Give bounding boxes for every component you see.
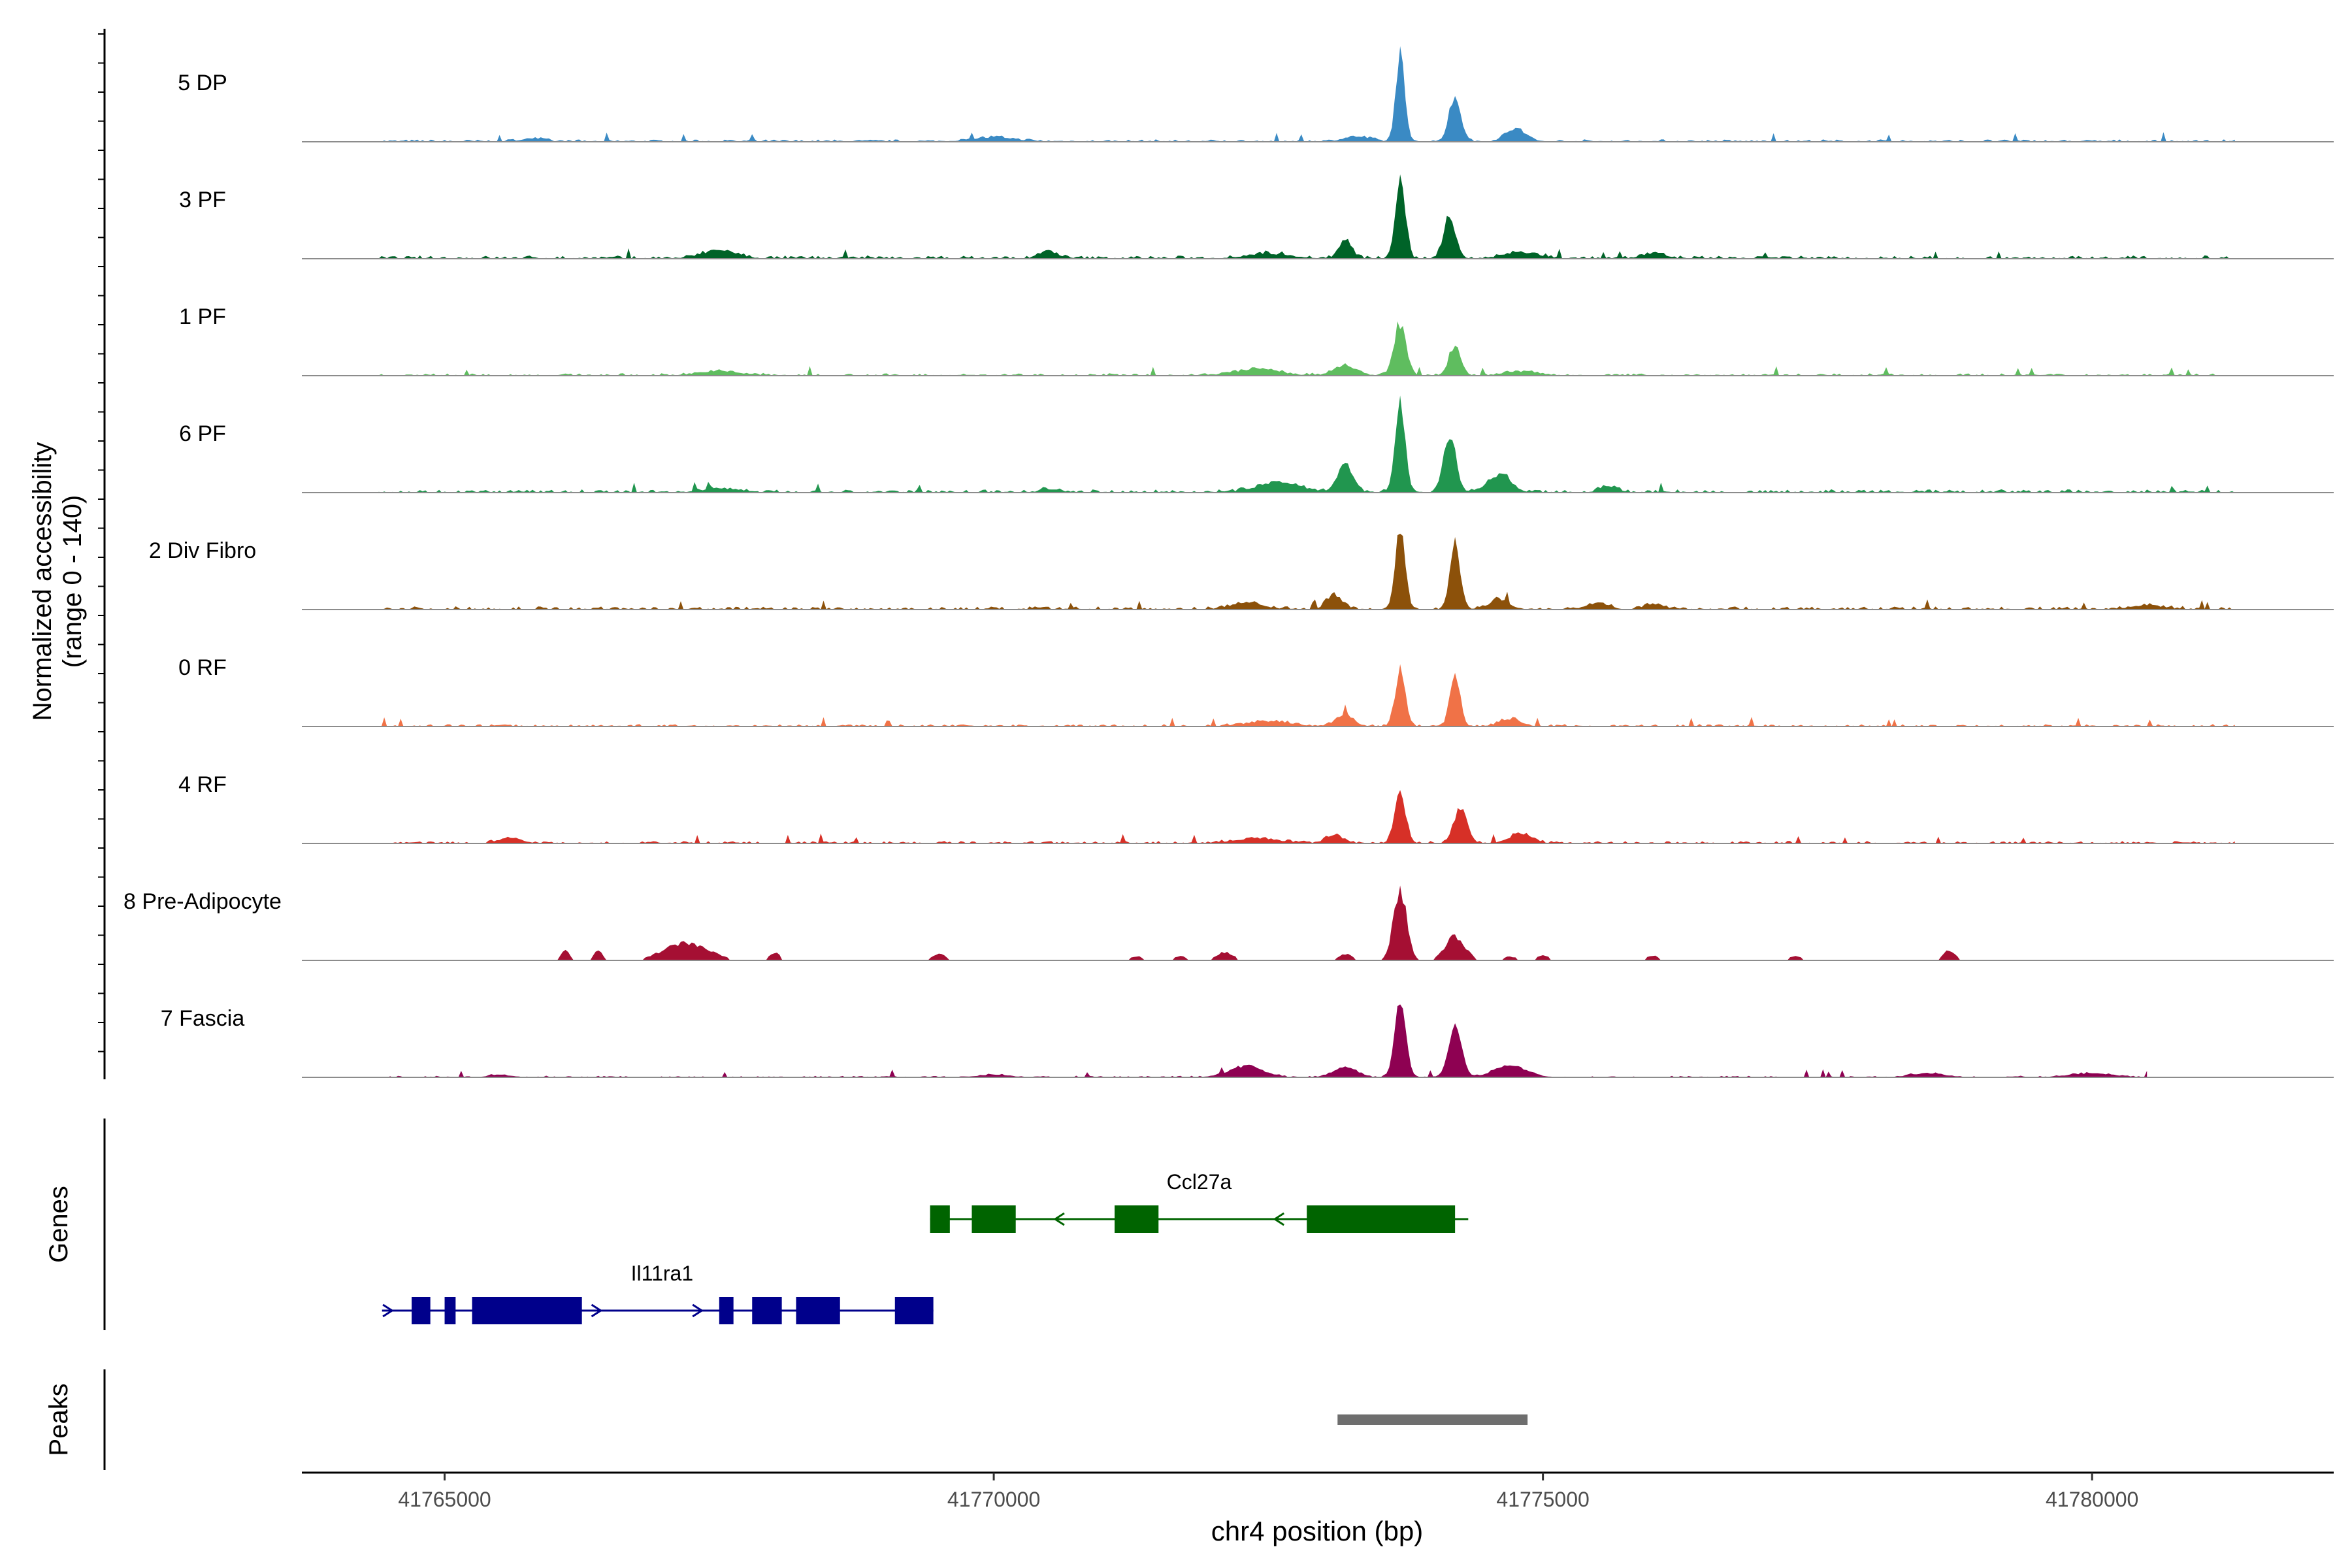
coverage-area [554, 885, 1972, 960]
track-4-rf: 4 RF [178, 772, 2334, 844]
track-1-pf: 1 PF [179, 304, 2334, 376]
gene-exon [796, 1297, 840, 1324]
strand-arrow [591, 1303, 603, 1318]
peak-regions [1337, 1414, 1528, 1425]
y-axis-label-line2: (range 0 - 140) [58, 495, 87, 668]
track-7-fascia: 7 Fascia [161, 1004, 2334, 1078]
gene-models: Ccl27a Il11ra1 [382, 1170, 1469, 1324]
track-0-rf: 0 RF [178, 655, 2334, 727]
track-label: 6 PF [179, 421, 226, 446]
x-tick-label: 41765000 [398, 1488, 491, 1511]
track-label: 2 Div Fibro [149, 538, 256, 563]
track-6-pf: 6 PF [179, 395, 2334, 493]
track-label: 0 RF [178, 655, 227, 680]
gene-exon [1115, 1205, 1159, 1233]
genes-track-label: Genes [44, 1186, 73, 1263]
peaks-track-label: Peaks [44, 1383, 73, 1456]
track-3-pf: 3 PF [179, 174, 2334, 259]
coverage-tracks: 5 DP 3 PF 1 PF 6 PF 2 Div Fibro 0 RF 4 RF 8 Pre… [123, 46, 2334, 1078]
coverage-area [378, 174, 2235, 259]
x-tick-label: 41780000 [2046, 1488, 2138, 1511]
track-label: 3 PF [179, 188, 226, 212]
coverage-area [378, 321, 2235, 376]
gene-exon [472, 1297, 582, 1324]
gene-ccl27a: Ccl27a [930, 1170, 1469, 1233]
coverage-area [378, 790, 2235, 843]
track-label: 7 Fascia [161, 1006, 245, 1031]
gene-exon [1307, 1205, 1456, 1233]
track-label: 1 PF [179, 304, 226, 329]
coverage-area [378, 46, 2235, 142]
x-axis-ticks: 41765000 41770000 41775000 41780000 [398, 1473, 2138, 1511]
x-tick-label: 41770000 [947, 1488, 1040, 1511]
track-5-dp: 5 DP [178, 46, 2334, 142]
x-axis-title: chr4 position (bp) [1211, 1516, 1424, 1546]
strand-arrow [1053, 1212, 1065, 1226]
strand-arrow [692, 1303, 704, 1318]
coverage-area [378, 395, 2235, 493]
peak-region [1337, 1414, 1528, 1425]
track-label: 8 Pre-Adipocyte [123, 889, 282, 914]
coverage-area [378, 664, 2235, 727]
gene-label: Il11ra1 [631, 1262, 693, 1285]
peaks-panel: Peaks [44, 1369, 1528, 1470]
gene-exon [412, 1297, 431, 1324]
gene-exon [719, 1297, 734, 1324]
genes-panel: Genes Ccl27a Il11ra1 [44, 1119, 1469, 1330]
coverage-area [389, 1004, 2148, 1077]
strand-arrow [1273, 1212, 1284, 1226]
track-label: 5 DP [178, 71, 227, 95]
y-axis-label-line1: Normalized accessibility [28, 442, 57, 721]
x-tick-label: 41775000 [1496, 1488, 1589, 1511]
coverage-y-axis [98, 29, 106, 1079]
coverage-area [378, 533, 2235, 610]
track-label: 4 RF [178, 772, 227, 797]
gene-exon [444, 1297, 456, 1324]
x-axis: 41765000 41770000 41775000 41780000 chr4 po… [302, 1471, 2334, 1546]
gene-exon [972, 1205, 1016, 1233]
gene-exon [894, 1297, 934, 1324]
track-8-pre-adipocyte: 8 Pre-Adipocyte [123, 885, 2334, 961]
gene-exon [752, 1297, 782, 1324]
gene-il11ra1: Il11ra1 [382, 1262, 934, 1324]
track-2-div-fibro: 2 Div Fibro [149, 533, 2334, 610]
strand-arrow [382, 1303, 394, 1318]
gene-exon [930, 1205, 950, 1233]
gene-label: Ccl27a [1167, 1170, 1232, 1194]
